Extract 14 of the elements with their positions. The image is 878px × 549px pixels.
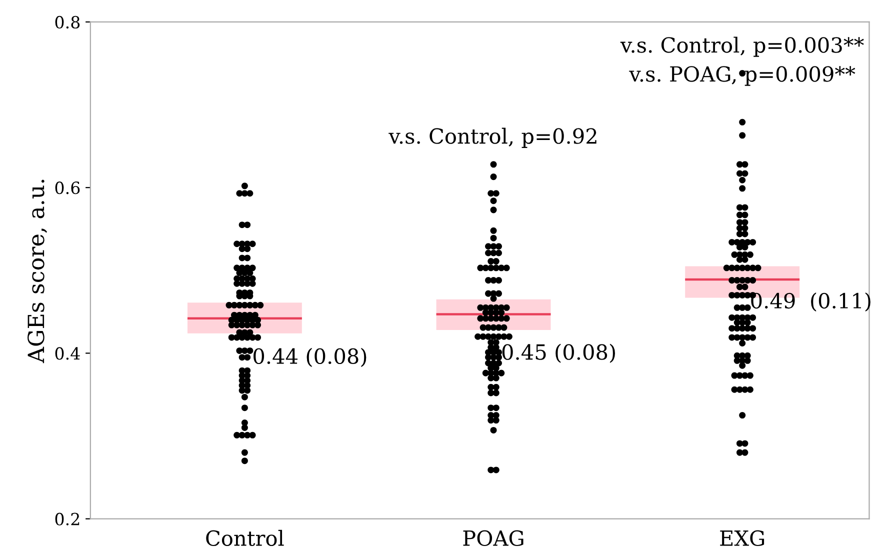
- y-tick-label: 0.2: [55, 512, 80, 526]
- x-tick-label: EXG: [720, 530, 764, 546]
- annotation: 0.45 (0.08): [502, 344, 615, 363]
- y-tick-label: 0.8: [55, 16, 80, 29]
- annotation: v.s. Control, p=0.003**: [620, 36, 864, 57]
- x-tick-label: POAG: [463, 530, 524, 546]
- y-tick-label: 0.4: [55, 347, 80, 360]
- annotation: 0.49 (0.11): [751, 292, 870, 312]
- y-tick-label: 0.6: [55, 182, 80, 194]
- annotation: v.s. POAG, p=0.009**: [629, 66, 856, 86]
- annotation: 0.44 (0.08): [254, 348, 366, 368]
- annotation: v.s. Control, p=0.92: [388, 128, 596, 148]
- y-axis-title: AGEs score, a.u.: [28, 180, 48, 364]
- x-tick-label: Control: [206, 530, 284, 546]
